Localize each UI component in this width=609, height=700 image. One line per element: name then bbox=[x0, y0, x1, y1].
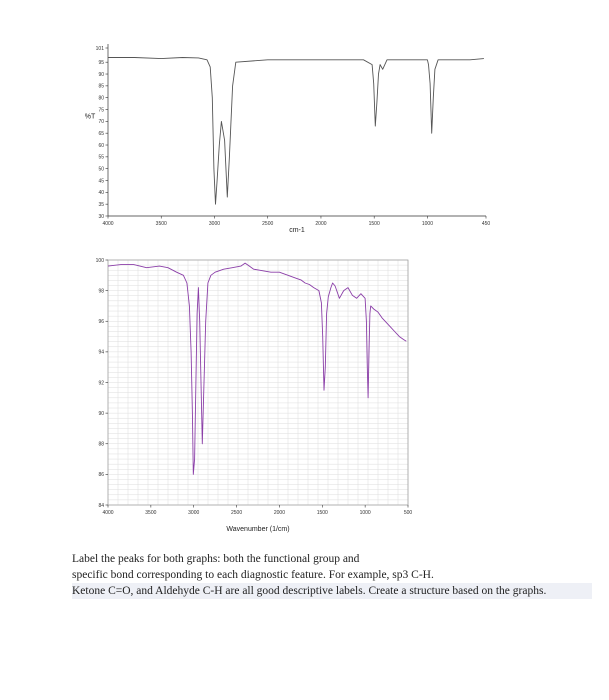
y-tick-label: 95 bbox=[98, 60, 104, 66]
x-tick-label: 3000 bbox=[209, 221, 220, 227]
y-tick-label: 30 bbox=[98, 214, 104, 220]
y-tick-label: 90 bbox=[98, 411, 104, 417]
question-line-3: Ketone C=O, and Aldehyde C-H are all goo… bbox=[72, 583, 592, 599]
y-tick-label: 100 bbox=[96, 258, 105, 264]
x-tick-label: 2000 bbox=[274, 510, 285, 516]
y-tick-label: 75 bbox=[98, 107, 104, 113]
x-tick-label: 1000 bbox=[422, 221, 433, 227]
x-tick-label: 2500 bbox=[262, 221, 273, 227]
question-text: Label the peaks for both graphs: both th… bbox=[72, 551, 592, 599]
grid bbox=[107, 259, 409, 506]
spectrum-line bbox=[108, 57, 484, 205]
x-tick-label: 500 bbox=[404, 510, 413, 516]
y-tick-label: 65 bbox=[98, 131, 104, 137]
y-tick-label: 55 bbox=[98, 155, 104, 161]
x-tick-label: 4000 bbox=[102, 510, 113, 516]
y-tick-label: 70 bbox=[98, 119, 104, 125]
x-tick-label: 3500 bbox=[156, 221, 167, 227]
y-tick-label: 40 bbox=[98, 190, 104, 196]
x-axis-title: cm-1 bbox=[289, 227, 305, 234]
y-tick-label: 101 bbox=[96, 46, 105, 52]
x-tick-label: 2000 bbox=[315, 221, 326, 227]
y-tick-label: 80 bbox=[98, 95, 104, 101]
y-tick-label: 98 bbox=[98, 288, 104, 294]
x-tick-label: 1500 bbox=[369, 221, 380, 227]
y-tick-label: 50 bbox=[98, 166, 104, 172]
y-tick-label: 60 bbox=[98, 143, 104, 149]
y-tick-label: 35 bbox=[98, 202, 104, 208]
y-tick-label: 94 bbox=[98, 350, 104, 356]
y-tick-label: 88 bbox=[98, 442, 104, 448]
x-axis-title: Wavenumber (1/cm) bbox=[226, 526, 289, 533]
y-tick-label: 92 bbox=[98, 380, 104, 386]
x-tick-label: 3500 bbox=[145, 510, 156, 516]
y-tick-label: 45 bbox=[98, 178, 104, 184]
y-tick-label: 96 bbox=[98, 319, 104, 325]
x-tick-label: 450 bbox=[482, 221, 491, 227]
x-tick-label: 3000 bbox=[188, 510, 199, 516]
question-line-2: specific bond corresponding to each diag… bbox=[72, 569, 434, 581]
y-tick-label: 90 bbox=[98, 72, 104, 78]
x-tick-label: 1500 bbox=[317, 510, 328, 516]
y-tick-label: 85 bbox=[98, 84, 104, 90]
y-tick-label: 86 bbox=[98, 472, 104, 478]
spectrum-line bbox=[107, 262, 407, 475]
question-line-1: Label the peaks for both graphs: both th… bbox=[72, 553, 360, 565]
x-tick-label: 4000 bbox=[102, 221, 113, 227]
y-axis-title: %T bbox=[85, 114, 96, 121]
x-tick-label: 1000 bbox=[360, 510, 371, 516]
y-tick-label: 84 bbox=[98, 503, 104, 509]
x-tick-label: 2500 bbox=[231, 510, 242, 516]
